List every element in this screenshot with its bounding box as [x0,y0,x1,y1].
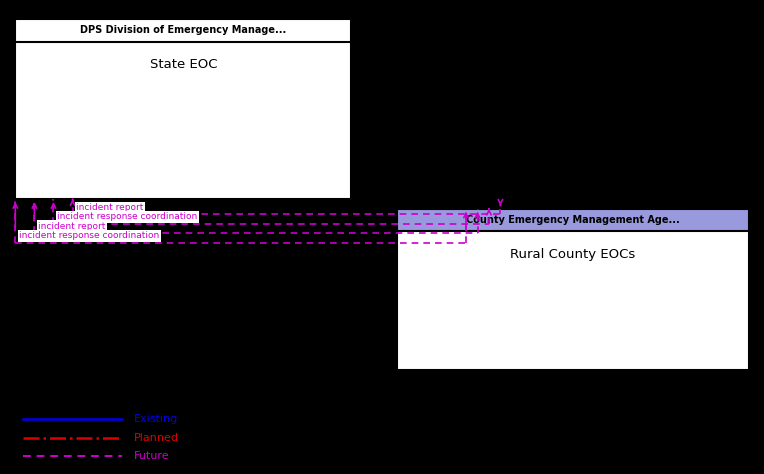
Text: County Emergency Management Age...: County Emergency Management Age... [466,215,680,225]
Text: incident response coordination: incident response coordination [57,212,198,221]
Text: Future: Future [134,450,170,461]
Text: incident response coordination: incident response coordination [19,231,160,240]
Bar [15,19,351,42]
Text: incident report: incident report [38,222,105,231]
Text: incident report: incident report [76,203,144,212]
Bar [397,209,749,370]
Text: Planned: Planned [134,432,179,443]
Text: DPS Division of Emergency Manage...: DPS Division of Emergency Manage... [80,25,286,36]
Text: State EOC: State EOC [150,58,217,71]
Text: Rural County EOCs: Rural County EOCs [510,248,636,261]
Bar [397,209,749,231]
Text: Existing: Existing [134,414,178,425]
Bar [15,19,351,199]
